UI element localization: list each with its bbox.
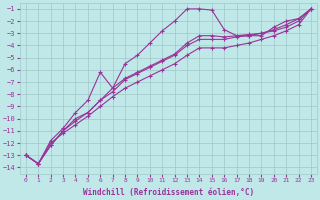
X-axis label: Windchill (Refroidissement éolien,°C): Windchill (Refroidissement éolien,°C)	[83, 188, 254, 197]
